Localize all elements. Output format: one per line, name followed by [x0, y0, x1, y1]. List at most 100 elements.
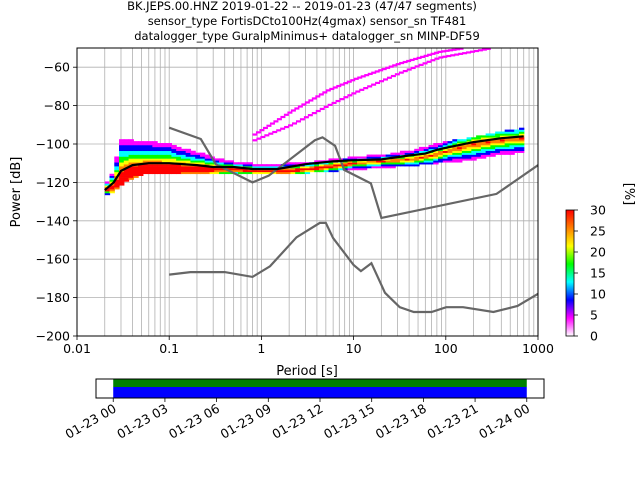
density-cell [342, 166, 349, 169]
density-cell [157, 148, 163, 152]
density-cell [266, 169, 272, 173]
density-cell [471, 158, 477, 161]
density-cell [152, 143, 158, 146]
density-cell [133, 168, 139, 171]
density-cell [142, 143, 149, 146]
density-cell [133, 158, 139, 161]
density-cell [471, 154, 477, 157]
density-cell [359, 88, 365, 91]
x-tick-label: 100 [434, 341, 458, 356]
density-cell [480, 146, 487, 150]
density-cell [161, 148, 168, 152]
density-cell [514, 141, 520, 144]
density-cell [480, 143, 487, 146]
density-cell [195, 162, 201, 165]
density-cell [423, 148, 430, 152]
density-cell [166, 160, 173, 163]
density-cell [336, 84, 342, 88]
density-cell [518, 129, 525, 132]
density-cell [323, 166, 330, 169]
density-cell [376, 162, 382, 165]
density-cell [285, 169, 292, 173]
density-cell [466, 154, 472, 157]
density-cell [233, 168, 239, 171]
density-cell [318, 164, 325, 167]
density-cell [157, 154, 163, 157]
density-cell [418, 158, 425, 161]
density-cell [133, 143, 139, 146]
density-cell [276, 129, 282, 132]
density-cell [518, 143, 525, 146]
density-cell [190, 152, 196, 155]
density-cell [322, 91, 328, 94]
density-cell [180, 156, 187, 159]
density-cell [428, 148, 434, 152]
density-cell [185, 169, 192, 173]
density-cell [119, 158, 125, 161]
density-cell [128, 156, 134, 159]
density-cell [452, 154, 458, 157]
density-cell [466, 51, 472, 54]
density-cell [357, 76, 363, 79]
density-cell [119, 177, 125, 180]
density-cell [223, 162, 230, 165]
density-cell [357, 168, 363, 171]
density-cell [361, 166, 368, 169]
density-cell [433, 144, 439, 148]
density-cell [499, 146, 506, 150]
density-cell [147, 152, 153, 155]
density-cell [109, 173, 115, 176]
density-cell [247, 171, 253, 175]
density-cell [461, 148, 468, 152]
density-cell [166, 166, 173, 169]
density-cell [128, 162, 134, 165]
density-cell [114, 158, 120, 161]
density-cell [147, 141, 153, 144]
density-cell [476, 150, 482, 153]
density-cell [476, 154, 482, 157]
density-cell [199, 156, 206, 159]
density-cell [157, 158, 163, 161]
density-cell [518, 141, 525, 144]
density-cell [152, 150, 158, 153]
density-cell [433, 143, 439, 146]
density-cell [471, 150, 477, 153]
density-cell [319, 107, 325, 111]
density-cell [142, 154, 149, 157]
density-cell [195, 152, 201, 155]
density-cell [366, 160, 372, 163]
density-cell [380, 166, 387, 169]
density-cell [195, 156, 201, 159]
density-cell [485, 141, 491, 144]
density-cell [329, 87, 335, 91]
density-cell [185, 150, 192, 153]
density-cell [109, 187, 115, 190]
density-cell [264, 134, 270, 137]
density-cell [214, 168, 220, 171]
density-cell [504, 135, 511, 138]
density-cell [352, 168, 358, 171]
density-cell [509, 141, 515, 144]
density-cell [413, 57, 419, 61]
density-cell [204, 168, 211, 171]
density-cell [223, 171, 230, 175]
density-cell [504, 148, 511, 152]
density-cell [414, 65, 420, 68]
density-cell [495, 152, 501, 155]
density-cell [128, 160, 134, 163]
density-cell [409, 162, 415, 165]
density-cell [180, 168, 187, 171]
density-cell [404, 150, 411, 153]
density-cell [104, 189, 111, 192]
density-cell [433, 152, 439, 155]
density-cell [328, 158, 334, 161]
density-cell [434, 51, 440, 54]
density-cell [380, 156, 387, 159]
density-cell [355, 90, 361, 93]
density-cell [180, 150, 187, 153]
density-cell [133, 150, 139, 153]
density-cell [509, 152, 515, 155]
density-cell [404, 164, 411, 167]
density-cell [323, 168, 330, 171]
